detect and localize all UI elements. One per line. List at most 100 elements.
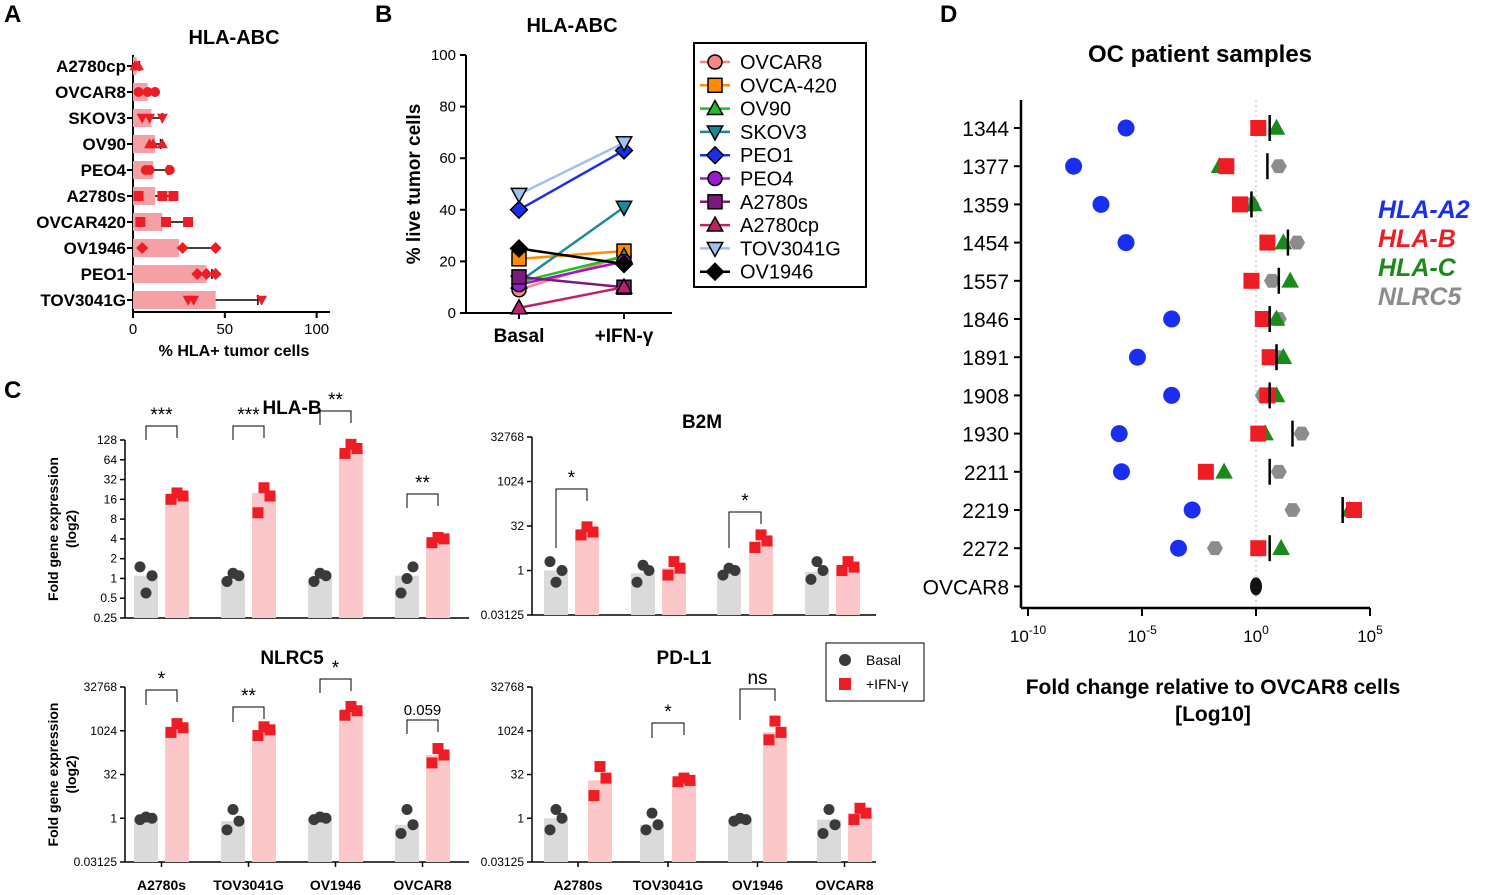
- panel-c-y-tick-label: 0.03125: [481, 608, 525, 622]
- panel-a-x-label: % HLA+ tumor cells: [159, 343, 310, 360]
- panel-c-significance-label: *: [332, 658, 340, 679]
- panel-c-significance-bracket: [232, 706, 265, 722]
- panel-d-point: [1267, 309, 1286, 326]
- panel-d-category-label: 1557: [962, 271, 1009, 294]
- panel-c-point-ifn: [165, 726, 177, 738]
- panel-d-legend-label: NLRC5: [1378, 283, 1462, 311]
- panel-d-point: [1232, 196, 1249, 213]
- panel-c-y-tick-label: 0.03125: [74, 855, 118, 869]
- panel-c-y-tick-label: 0.5: [100, 591, 117, 605]
- panel-d-point: [1183, 501, 1201, 519]
- panel-a-category-label: OVCAR420: [36, 213, 126, 232]
- panel-c-significance-bracket: [406, 719, 439, 734]
- panel-a-category-label: A2780s: [66, 187, 126, 206]
- panel-d-point: [1117, 234, 1135, 252]
- panel-c-point-basal: [640, 824, 652, 836]
- panel-d-point: [1346, 502, 1363, 518]
- panel-b-legend-marker: [707, 54, 723, 70]
- panel-b-legend-label: TOV3041G: [740, 238, 841, 260]
- panel-c-point-basal: [407, 561, 419, 573]
- panel-c-point-ifn: [674, 562, 686, 574]
- panel-c-significance-label: *: [664, 702, 672, 723]
- panel-c-point-basal: [544, 824, 556, 836]
- panel-b-y-tick-label: 80: [439, 99, 456, 116]
- panel-a-point: [168, 191, 179, 201]
- panel-c-x-tick-label: OV1946: [732, 877, 784, 893]
- panel-c-point-ifn: [165, 493, 177, 505]
- panel-d-point: [1163, 386, 1181, 404]
- panel-a-point: [176, 242, 189, 254]
- panel-c-point-basal: [407, 819, 419, 831]
- panel-d-point: [1270, 464, 1287, 479]
- panel-d-category-label: 1344: [962, 118, 1009, 141]
- panel-d-point: [1092, 195, 1110, 213]
- panel-c-point-ifn: [860, 807, 872, 819]
- panel-d-point: [1270, 159, 1287, 174]
- panel-c-significance-bracket: [232, 425, 265, 440]
- panel-c-point-basal: [140, 587, 152, 599]
- panel-b-legend-label: A2780s: [740, 192, 808, 214]
- panel-b-series-line: [518, 260, 625, 286]
- panel-a-chart: HLA-ABC 0 50 100 % HLA+ tumor cells A2780cp OV…: [36, 27, 330, 360]
- panel-b-legend-marker: [706, 241, 724, 259]
- panel-c-title: PD-L1: [657, 648, 712, 669]
- panel-c-point-ifn: [351, 443, 363, 455]
- panel-a-category-label: SKOV3: [68, 109, 126, 128]
- panel-c-point-ifn: [438, 533, 450, 545]
- panel-c-y-tick-label: 16: [104, 492, 118, 506]
- panel-d-point: [1267, 118, 1286, 135]
- panel-c-title: HLA-B: [262, 398, 321, 419]
- panel-d-category-label: 1891: [962, 347, 1009, 370]
- panel-d-point: [1263, 273, 1280, 288]
- panel-d-x-tick-label: 10-5: [1127, 623, 1157, 646]
- panel-c-point-ifn: [668, 556, 680, 568]
- panel-c-y-tick-label: 1: [110, 811, 117, 825]
- panel-d-point: [1250, 120, 1267, 136]
- panel-c-point-ifn: [848, 814, 860, 826]
- panel-b-point: [509, 200, 529, 220]
- panel-c-point-ifn: [672, 776, 684, 788]
- panel-c-y-tick-label: 64: [104, 453, 118, 467]
- panel-a-category-label: A2780cp: [56, 57, 126, 76]
- panel-d-ovcar8-reference-point: [1250, 577, 1262, 596]
- panel-c-point-basal: [395, 587, 407, 599]
- panel-c-x-tick-label: A2780s: [137, 877, 186, 893]
- panel-c-y-tick-label: 1024: [497, 724, 524, 738]
- panel-c-significance-bracket: [319, 410, 352, 425]
- panel-b-legend-label: OV1946: [740, 262, 813, 284]
- panel-d-point: [1112, 463, 1130, 481]
- panel-c-point-ifn: [432, 531, 444, 543]
- panel-a-point: [135, 217, 146, 227]
- panel-c-significance-label: **: [328, 390, 343, 411]
- panel-a-title: HLA-ABC: [188, 27, 279, 49]
- panel-b-series-line: [518, 149, 625, 211]
- panel-c-point-ifn: [252, 507, 264, 519]
- panel-c-point-ifn: [678, 772, 690, 784]
- panel-a-point: [142, 87, 153, 97]
- panel-b-x-tick-label: Basal: [494, 326, 545, 347]
- panel-d-x-tick-label: 105: [1357, 623, 1383, 646]
- panel-c-x-tick-label: OV1946: [310, 877, 362, 893]
- panel-d-category-label: 1377: [962, 156, 1009, 179]
- panel-c-point-basal: [221, 575, 233, 587]
- panel-c-point-basal: [734, 812, 746, 824]
- panel-d-point: [1274, 233, 1293, 250]
- panel-b-point: [509, 239, 529, 258]
- panel-c-point-ifn: [755, 529, 767, 541]
- panel-d-category-label: 2219: [962, 500, 1009, 523]
- panel-d-category-label: OVCAR8: [923, 576, 1009, 599]
- panel-c-significance-label: *: [568, 468, 576, 489]
- panel-d-point: [1250, 540, 1267, 557]
- panel-c-point-basal: [140, 811, 152, 823]
- panel-c-x-tick-label: TOV3041G: [633, 877, 704, 893]
- panel-b-legend-marker: [705, 145, 725, 165]
- panel-c-point-ifn: [587, 526, 599, 538]
- panel-a-point: [209, 242, 222, 254]
- panel-c-point-ifn: [848, 561, 860, 573]
- panel-d-point: [1169, 539, 1187, 557]
- panel-c-point-ifn: [581, 521, 593, 533]
- panel-c-point-ifn: [438, 749, 450, 761]
- panel-c-bar-ifn: [575, 530, 599, 615]
- panel-a-x-tick-label: 100: [304, 321, 329, 338]
